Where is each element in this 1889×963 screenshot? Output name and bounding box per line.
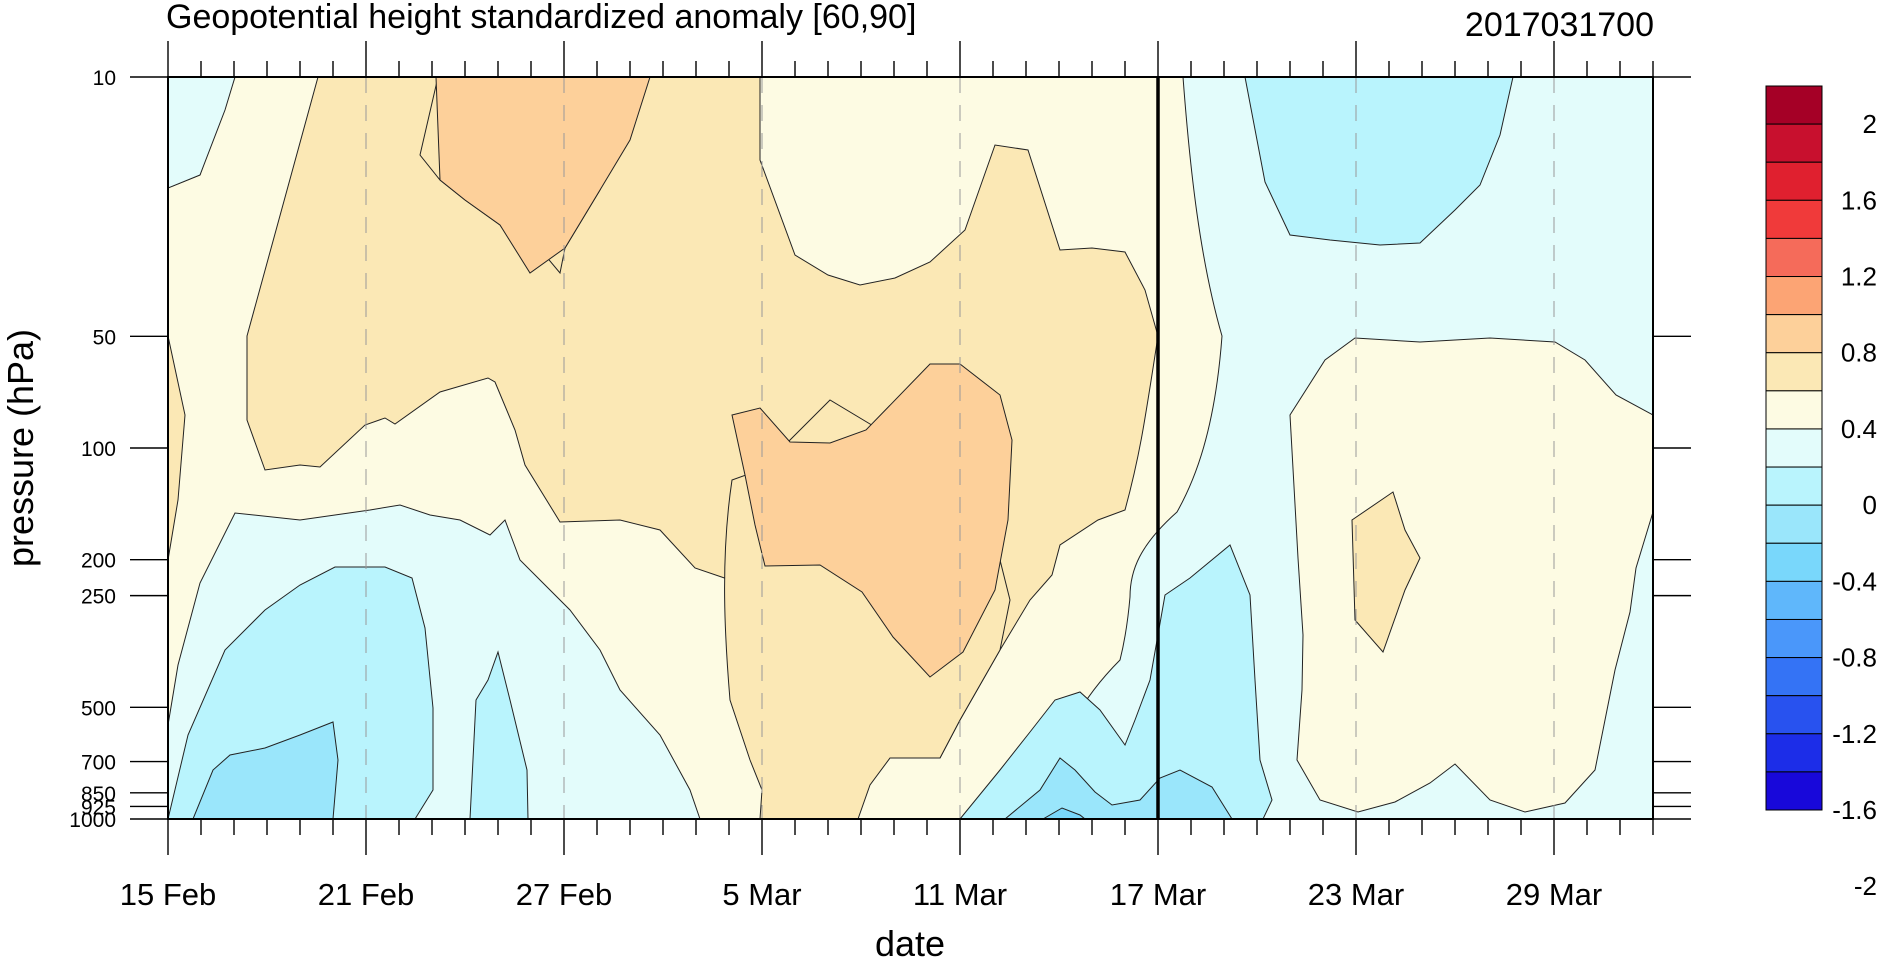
y-tick-label: 925	[81, 796, 116, 819]
region-positive-02-leftedge	[168, 335, 186, 561]
y-tick-label: 10	[93, 67, 116, 90]
colorbar-label: 2	[1863, 109, 1877, 139]
x-tick-label: 23 Mar	[1308, 877, 1404, 912]
y-tick-label: 100	[81, 438, 116, 461]
y-tick-label: 500	[81, 697, 116, 720]
x-tick-label: 11 Mar	[913, 877, 1007, 912]
y-tick-label: 1000	[69, 809, 116, 832]
colorbar-swatch	[1765, 466, 1823, 506]
y-tick-label: 250	[81, 586, 116, 609]
colorbar-swatch	[1765, 161, 1823, 201]
colorbar-swatch	[1765, 618, 1823, 659]
colorbar-label: 0.8	[1841, 338, 1877, 368]
y-tick-label: 850	[81, 783, 116, 806]
y-tick-label: 700	[81, 752, 116, 775]
colorbar-swatch	[1765, 314, 1823, 354]
chart-title: Geopotential height standardized anomaly…	[166, 0, 916, 36]
y-tick-label: 200	[81, 550, 116, 573]
colorbar-swatch	[1765, 657, 1823, 697]
colorbar-swatch	[1765, 123, 1823, 163]
colorbar-label: 1.6	[1841, 185, 1877, 215]
x-tick-label: 27 Feb	[516, 877, 613, 912]
colorbar-label: -1.6	[1832, 795, 1877, 825]
x-axis-label: date	[875, 923, 945, 963]
colorbar-label: -1.2	[1832, 719, 1877, 749]
y-tick-label: 50	[93, 326, 116, 349]
colorbar-label: 0.4	[1841, 414, 1877, 444]
contour-fill	[168, 77, 1653, 819]
region-weak-negative-topleft	[168, 77, 236, 189]
colorbar-swatch	[1765, 352, 1823, 392]
x-tick-label: 17 Mar	[1110, 877, 1206, 912]
colorbar: 2 1.6 1.2 0.8 0.4 0 -0.4 -0.8 -1.2 -1.6 -2	[1765, 85, 1877, 901]
colorbar-swatch	[1765, 542, 1823, 582]
colorbar-label: -0.8	[1832, 643, 1877, 673]
x-axis: 15 Feb 21 Feb 27 Feb 5 Mar 11 Mar 17 Mar 23 Ma…	[120, 41, 1654, 912]
vertical-gridlines	[365, 77, 1555, 819]
colorbar-swatch	[1765, 771, 1823, 811]
x-tick-label: 21 Feb	[318, 877, 415, 912]
colorbar-swatch	[1765, 390, 1823, 430]
colorbar-swatch	[1765, 504, 1823, 544]
region-negative-02-spur	[469, 650, 529, 819]
region-negative-04-left	[192, 721, 339, 819]
colorbar-label: -2	[1854, 871, 1877, 901]
region-positive-04-top	[435, 77, 651, 274]
colorbar-label: 0	[1863, 490, 1877, 520]
colorbar-swatch	[1765, 276, 1823, 316]
colorbar-swatch	[1765, 85, 1823, 125]
colorbar-swatch	[1765, 580, 1823, 620]
colorbar-swatch	[1765, 695, 1823, 735]
colorbar-swatch	[1765, 199, 1823, 239]
region-negative-04-mid	[1004, 757, 1233, 819]
x-tick-label: 29 Mar	[1506, 877, 1602, 912]
colorbar-label: 1.2	[1841, 262, 1877, 292]
region-positive-04-center	[731, 363, 1013, 678]
x-tick-label: 15 Feb	[120, 877, 217, 912]
region-positive-02-right	[1351, 491, 1421, 653]
colorbar-swatch	[1765, 733, 1823, 773]
x-tick-label: 5 Mar	[722, 877, 801, 912]
region-weak-positive-right	[1289, 337, 1653, 813]
region-negative-02-topright	[1244, 77, 1514, 246]
colorbar-swatch	[1765, 237, 1823, 278]
run-date-label: 2017031700	[1465, 6, 1654, 44]
y-axis-label: pressure (hPa)	[0, 329, 41, 567]
colorbar-swatch	[1765, 428, 1823, 468]
colorbar-label: -0.4	[1832, 566, 1877, 596]
region-negative-06	[1042, 807, 1086, 819]
